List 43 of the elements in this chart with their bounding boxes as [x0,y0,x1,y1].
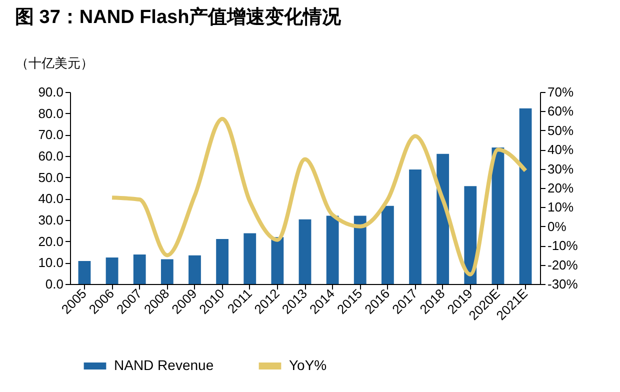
bar [381,206,394,284]
bar [244,233,256,284]
y-tick-label: 60.0 [38,148,64,164]
y-tick-label: 30.0 [38,212,64,228]
bar [188,255,201,284]
bar [271,237,284,284]
bar [326,216,339,284]
bar [409,169,422,284]
y2-tick-label: 20% [548,180,574,196]
bar [354,216,366,284]
y-tick-label: 50.0 [38,170,64,185]
chart-title: 图 37：NAND Flash产值增速变化情况 [15,6,342,28]
y2-tick-label: -20% [548,257,578,272]
y-tick-label: 0.0 [45,276,64,292]
bar [78,260,91,284]
bar [298,219,312,284]
y2-tick-label: -10% [548,238,578,254]
y-tick-label: 70.0 [38,127,64,142]
y-tick-label: 90.0 [38,84,64,100]
bar [106,258,118,284]
y2-tick-label: 60% [548,104,574,119]
y-tick-label: 10.0 [38,255,64,270]
bar [160,259,174,284]
bar [216,238,229,284]
y2-tick-label: 40% [548,142,574,158]
bar [436,154,450,284]
bar [464,186,477,284]
legend-label: NAND Revenue [114,357,214,373]
y2-tick-label: 30% [548,161,574,176]
y-axis-title: （十亿美元） [16,56,94,70]
y2-tick-label: -30% [548,276,578,292]
y-tick-label: 80.0 [38,106,64,121]
y-tick-label: 40.0 [38,191,64,206]
line-series [110,116,528,276]
y2-tick-label: 50% [548,122,574,138]
bar [519,108,532,284]
legend-label: YoY% [289,357,327,373]
bar [133,254,146,284]
y-tick-label: 20.0 [38,234,64,249]
y2-tick-label: 10% [548,200,574,215]
bar [492,147,504,284]
y2-tick-label: 70% [548,84,574,100]
y2-tick-label: 0% [548,218,567,234]
